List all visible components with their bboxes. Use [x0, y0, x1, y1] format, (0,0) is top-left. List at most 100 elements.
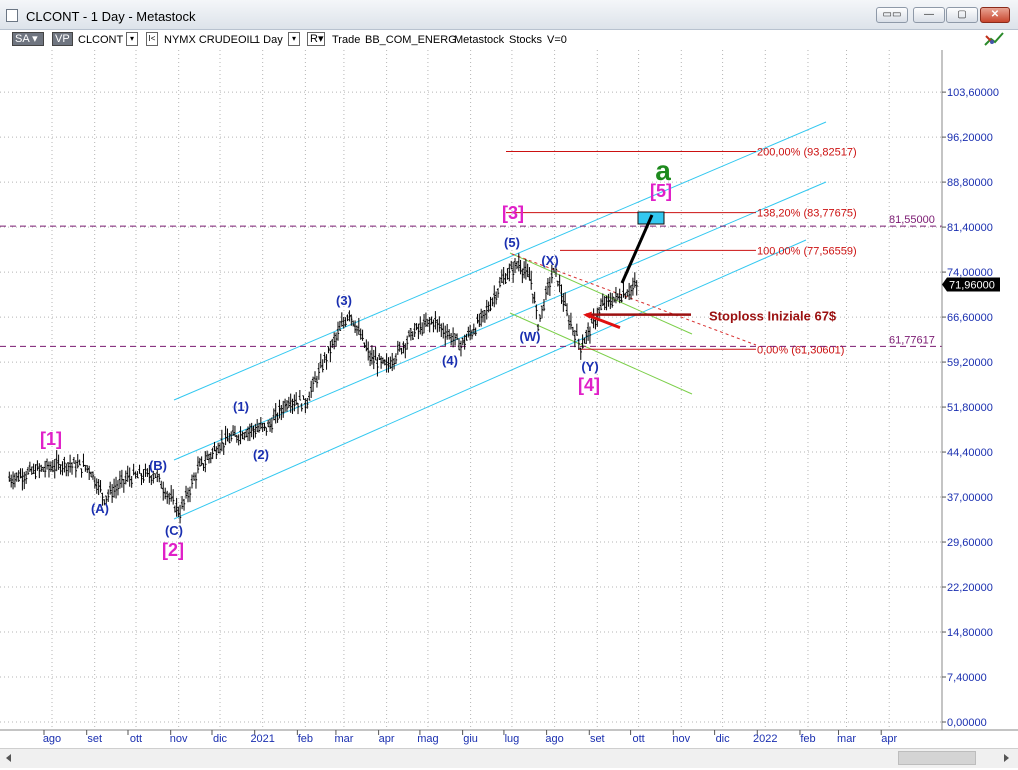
exchange-label: NYMX CRUDEOIL [164, 34, 256, 46]
correction-channel-line [509, 312, 693, 395]
time-tick-label: giu [463, 733, 478, 745]
mode-label: Trade [332, 34, 361, 46]
period-dropdown-icon[interactable]: ▾ [288, 32, 300, 46]
fib-level-label: 100,00% (77,56559) [757, 245, 857, 257]
time-tick-label: mar [334, 733, 353, 745]
price-tick-label: 14,80000 [947, 627, 993, 639]
time-tick-label: ago [545, 733, 563, 745]
projection-line [620, 214, 654, 284]
vp-button[interactable]: VP [52, 32, 73, 46]
window-title: CLCONT - 1 Day - Metastock [26, 9, 196, 24]
sa-button[interactable]: SA ▾ [12, 32, 44, 46]
chart-toolbar: SA ▾ VP CLCONT ▾ I< NYMX CRUDEOIL 1 Day … [0, 30, 1018, 50]
channel-line [173, 121, 827, 401]
price-tick-label: 59,20000 [947, 357, 993, 369]
minimize-button[interactable]: — [913, 7, 945, 23]
price-tick-label: 66,60000 [947, 312, 993, 324]
wave-label: (Y) [581, 359, 598, 374]
symbol-dropdown-icon[interactable]: ▾ [126, 32, 138, 46]
wave-label: [5] [650, 181, 672, 201]
channel-line [173, 239, 807, 520]
sa-label: SA [15, 33, 30, 45]
price-tick-label: 29,60000 [947, 537, 993, 549]
time-tick-label: ott [130, 733, 142, 745]
time-tick-label: mag [417, 733, 438, 745]
wave-label: (C) [165, 523, 183, 538]
type-label: Stocks [509, 34, 543, 46]
vp-label: VP [55, 33, 70, 45]
wave-label: (W) [520, 329, 541, 344]
price-tick-label: 37,00000 [947, 492, 993, 504]
close-button[interactable]: ✕ [980, 7, 1010, 23]
wave-label: (B) [149, 458, 167, 473]
time-tick-label: dic [213, 733, 228, 745]
price-tick-label: 81,40000 [947, 222, 993, 234]
price-tick-label: 44,40000 [947, 447, 993, 459]
wave-label: (4) [442, 353, 458, 368]
price-tick-label: 103,60000 [947, 87, 999, 99]
price-chart[interactable]: 200,00% (93,82517) 138,20% (83,77675) 100,… [0, 50, 1018, 767]
scroll-right-icon[interactable] [1004, 754, 1009, 762]
scrollbar-thumb[interactable] [898, 751, 976, 765]
time-tick-label: apr [379, 733, 395, 745]
time-tick-label: apr [881, 733, 897, 745]
stoploss-arrowhead [583, 311, 592, 319]
bracket-icon[interactable]: I< [146, 32, 158, 46]
source-label: Metastock [454, 34, 505, 46]
stoploss-arrow [585, 313, 621, 330]
wave-label: (1) [233, 399, 249, 414]
current-price-label: 71,96000 [949, 279, 995, 291]
chart-background [0, 50, 1018, 767]
time-tick-label: 2022 [753, 733, 777, 745]
fib-level-label: 0,00% (61,30601) [757, 344, 844, 356]
restore-down-button[interactable]: ▭▭ [876, 7, 908, 23]
template-label: BB_COM_ENERG [365, 34, 457, 46]
time-tick-label: feb [800, 733, 815, 745]
price-tick-label: 74,00000 [947, 267, 993, 279]
time-tick-label: feb [298, 733, 313, 745]
horizontal-scrollbar[interactable] [0, 748, 1018, 768]
wave-label: [1] [40, 429, 62, 449]
correction-channel-line [509, 252, 693, 335]
fib-level-label: 200,00% (93,82517) [757, 147, 857, 159]
period-label[interactable]: 1 Day [254, 34, 283, 46]
time-tick-label: set [590, 733, 605, 745]
time-tick-label: ott [632, 733, 644, 745]
time-tick-label: nov [170, 733, 188, 745]
tools-icon[interactable] [983, 30, 1005, 50]
time-tick-label: lug [505, 733, 520, 745]
wave-label: a [655, 155, 671, 186]
price-tick-label: 88,80000 [947, 177, 993, 189]
wave-label: (2) [253, 447, 269, 462]
mode-box-label: R [310, 33, 318, 45]
horizontal-level-label: 61,77617 [889, 334, 935, 346]
price-tick-label: 96,20000 [947, 132, 993, 144]
wave-label: [4] [578, 375, 600, 395]
fib-level-label: 138,20% (83,77675) [757, 208, 857, 220]
volume-label: V=0 [547, 34, 567, 46]
time-tick-label: mar [837, 733, 856, 745]
price-tick-label: 22,20000 [947, 582, 993, 594]
price-tick-label: 7,40000 [947, 672, 987, 684]
chart-area[interactable]: 200,00% (93,82517) 138,20% (83,77675) 100,… [0, 50, 1018, 767]
app-icon [6, 9, 18, 22]
mode-box[interactable]: R▾ [307, 32, 325, 46]
time-tick-label: nov [672, 733, 690, 745]
maximize-button[interactable]: ▢ [946, 7, 978, 23]
scroll-left-icon[interactable] [6, 754, 11, 762]
wave-label: (3) [336, 293, 352, 308]
price-tick-label: 0,00000 [947, 717, 987, 729]
horizontal-level-label: 81,55000 [889, 214, 935, 226]
wave-label: (A) [91, 501, 109, 516]
window-titlebar: CLCONT - 1 Day - Metastock ▭▭ — ▢ ✕ [0, 0, 1018, 30]
symbol-label[interactable]: CLCONT [78, 34, 124, 46]
wave-label: (X) [541, 253, 558, 268]
dashed-trendline [511, 253, 757, 346]
wave-label: [2] [162, 540, 184, 560]
time-tick-label: ago [43, 733, 61, 745]
time-tick-label: 2021 [250, 733, 274, 745]
channel-line [173, 181, 827, 461]
price-tick-label: 51,80000 [947, 402, 993, 414]
time-tick-label: set [87, 733, 102, 745]
time-tick-label: dic [716, 733, 731, 745]
